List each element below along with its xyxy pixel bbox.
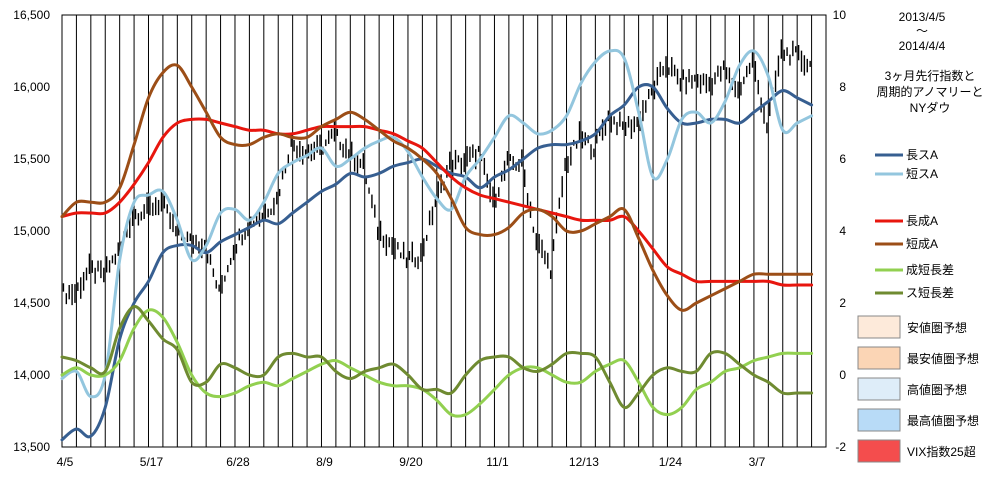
zone-item-highest-zone: 最高値圏予想	[857, 408, 979, 432]
left-tick-label: 13,500	[13, 440, 50, 454]
subtitle-line-1: 3ヶ月先行指数と	[885, 68, 976, 83]
x-tick-label: 3/7	[749, 455, 766, 469]
left-tick-label: 14,000	[13, 368, 50, 382]
right-tick-label: 10	[833, 8, 847, 22]
x-tick-label: 6/28	[226, 455, 250, 469]
zone-swatch-high-zone	[857, 377, 901, 401]
legend-label-short-g-a: 短成A	[906, 237, 938, 251]
zone-label-highest-zone: 最高値圏予想	[907, 413, 979, 428]
zone-label-high-zone: 高値圏予想	[907, 382, 967, 397]
left-tick-label: 16,000	[13, 80, 50, 94]
title-tilde: ～	[916, 24, 928, 38]
zone-label-low-zone: 安値圏予想	[907, 320, 967, 335]
x-tick-label: 8/9	[316, 455, 333, 469]
subtitle-line-2: 周期的アノマリーと	[877, 84, 982, 99]
x-tick-label: 9/20	[399, 455, 423, 469]
x-tick-label: 12/13	[569, 455, 599, 469]
x-tick-label: 5/17	[140, 455, 164, 469]
legend-label-s-short-long-diff: ス短長差	[906, 286, 954, 300]
left-tick-label: 16,500	[13, 8, 50, 22]
zone-item-low-zone: 安値圏予想	[857, 315, 967, 339]
legend-label-long-g-a: 長成A	[906, 214, 938, 228]
right-tick-label: 2	[839, 296, 846, 310]
indicator-series	[60, 48, 814, 442]
right-axis-labels: -2 0 2 4 6 8 10	[833, 8, 847, 454]
zone-swatch-vix-over-25	[857, 439, 901, 463]
zone-item-lowest-zone: 最安値圏予想	[857, 346, 979, 370]
left-tick-label: 15,000	[13, 224, 50, 238]
legend-item-short-s-a: 短スA	[875, 167, 938, 181]
chart-subtitle: 3ヶ月先行指数と 周期的アノマリーと NYダウ	[877, 68, 982, 115]
left-axis-labels: 13,500 14,000 14,500 15,000 15,500 16,000 16,5…	[13, 8, 50, 454]
left-tick-label: 14,500	[13, 296, 50, 310]
series-line-long-g-a	[60, 117, 814, 287]
legend-item-long-s-a: 長スA	[875, 148, 938, 162]
zone-label-vix-over-25: VIX指数25超	[907, 444, 976, 459]
x-axis-labels: 4/5 5/17 6/28 8/9 9/20 11/1 12/13 1/24 3/7	[57, 455, 766, 469]
right-tick-label: -2	[835, 440, 846, 454]
legend-item-s-short-long-diff: ス短長差	[875, 286, 954, 300]
zone-label-lowest-zone: 最安値圏予想	[907, 351, 979, 366]
right-tick-label: 8	[839, 80, 846, 94]
title-start-date: 2013/4/5	[899, 10, 946, 24]
zone-swatch-low-zone	[857, 315, 901, 339]
zone-item-high-zone: 高値圏予想	[857, 377, 967, 401]
title-end-date: 2014/4/4	[899, 39, 946, 53]
left-tick-label: 15,500	[13, 152, 50, 166]
series-line-short-s-a	[60, 48, 814, 399]
right-tick-label: 6	[839, 152, 846, 166]
legend-item-g-short-long-diff: 成短長差	[875, 263, 954, 277]
x-tick-label: 4/5	[57, 455, 74, 469]
series-line-s-short-long-diff	[60, 305, 814, 410]
series-line-short-g-a	[60, 63, 814, 312]
legend-item-long-g-a: 長成A	[875, 214, 938, 228]
chart-title: 2013/4/5 ～ 2014/4/4	[899, 10, 946, 53]
legend-item-short-g-a: 短成A	[875, 237, 938, 251]
legend-label-short-s-a: 短スA	[906, 167, 938, 181]
plot-area-border	[61, 14, 827, 448]
subtitle-line-3: NYダウ	[910, 100, 951, 115]
x-tick-label: 11/1	[486, 455, 509, 469]
legend-label-long-s-a: 長スA	[906, 148, 938, 162]
legend-label-g-short-long-diff: 成短長差	[906, 263, 954, 277]
x-tick-label: 1/24	[659, 455, 683, 469]
zone-swatch-highest-zone	[857, 408, 901, 432]
series-line-g-short-long-diff	[60, 308, 814, 418]
zone-swatch-lowest-zone	[857, 346, 901, 370]
right-tick-label: 4	[839, 224, 846, 238]
zone-item-vix-over-25: VIX指数25超	[857, 439, 976, 463]
right-tick-label: 0	[839, 368, 846, 382]
